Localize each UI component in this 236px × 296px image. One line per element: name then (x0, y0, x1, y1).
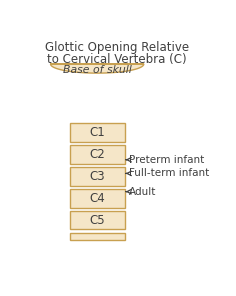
Text: Preterm infant: Preterm infant (126, 155, 204, 165)
Text: Base of skull: Base of skull (63, 65, 131, 75)
Text: C5: C5 (89, 214, 105, 227)
Text: Glottic Opening Relative: Glottic Opening Relative (45, 41, 189, 54)
Text: Full-term infant: Full-term infant (126, 168, 209, 178)
Bar (70, 233, 125, 240)
Polygon shape (51, 64, 144, 73)
Bar (70, 123, 125, 142)
Text: C2: C2 (89, 148, 105, 161)
Text: C1: C1 (89, 126, 105, 139)
Bar (70, 189, 125, 207)
Bar (70, 167, 125, 186)
Text: Adult: Adult (126, 187, 156, 197)
Text: C3: C3 (89, 170, 105, 183)
Text: to Cervical Vertebra (C): to Cervical Vertebra (C) (47, 53, 187, 66)
Bar (70, 145, 125, 164)
Bar (70, 211, 125, 229)
Text: C4: C4 (89, 192, 105, 205)
